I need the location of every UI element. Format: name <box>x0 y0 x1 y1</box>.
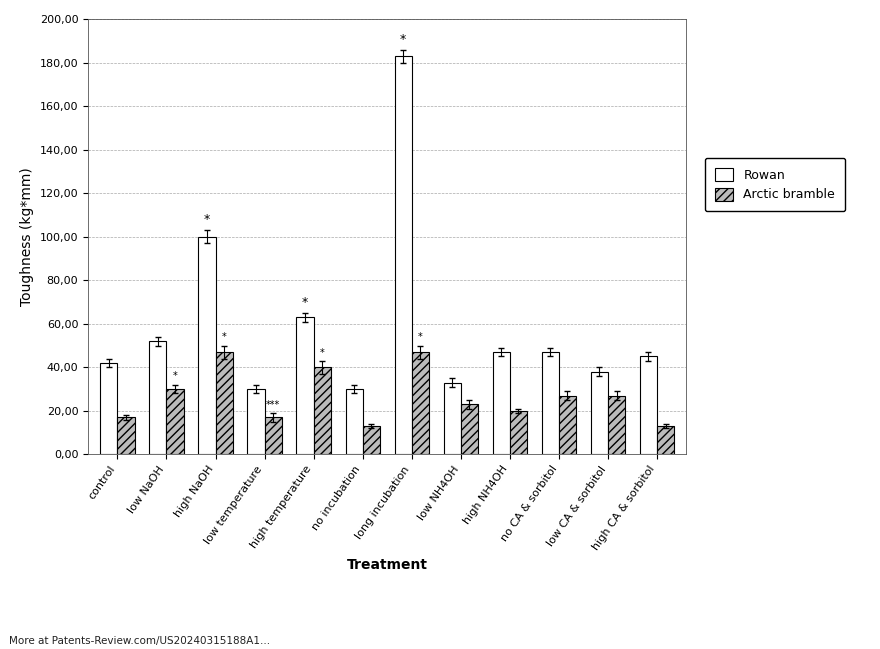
Text: More at Patents-Review.com/US20240315188A1...: More at Patents-Review.com/US20240315188… <box>9 636 270 646</box>
Bar <box>608 396 625 454</box>
Bar <box>461 404 478 454</box>
Bar <box>394 56 412 454</box>
Bar <box>265 417 282 454</box>
Text: *: * <box>418 332 422 342</box>
Bar <box>363 426 380 454</box>
Bar <box>198 237 216 454</box>
Text: ***: *** <box>266 400 281 410</box>
Text: *: * <box>172 371 178 382</box>
Text: *: * <box>400 32 407 45</box>
Bar <box>510 411 527 454</box>
Bar <box>412 352 429 454</box>
Bar <box>657 426 674 454</box>
Bar <box>166 389 184 454</box>
Bar <box>640 356 657 454</box>
Text: *: * <box>302 296 308 309</box>
Text: *: * <box>204 213 210 226</box>
Text: *: * <box>319 348 325 358</box>
X-axis label: Treatment: Treatment <box>347 557 428 572</box>
Bar <box>247 389 265 454</box>
Legend: Rowan, Arctic bramble: Rowan, Arctic bramble <box>705 158 845 212</box>
Bar <box>559 396 576 454</box>
Y-axis label: Toughness (kg*mm): Toughness (kg*mm) <box>20 167 34 306</box>
Bar <box>493 352 510 454</box>
Bar <box>117 417 135 454</box>
Bar <box>346 389 363 454</box>
Bar <box>313 367 331 454</box>
Bar <box>216 352 232 454</box>
Bar <box>590 372 608 454</box>
Bar <box>542 352 559 454</box>
Bar <box>150 341 166 454</box>
Bar <box>100 363 117 454</box>
Bar <box>444 382 461 454</box>
Bar <box>297 317 313 454</box>
Text: *: * <box>222 332 226 342</box>
